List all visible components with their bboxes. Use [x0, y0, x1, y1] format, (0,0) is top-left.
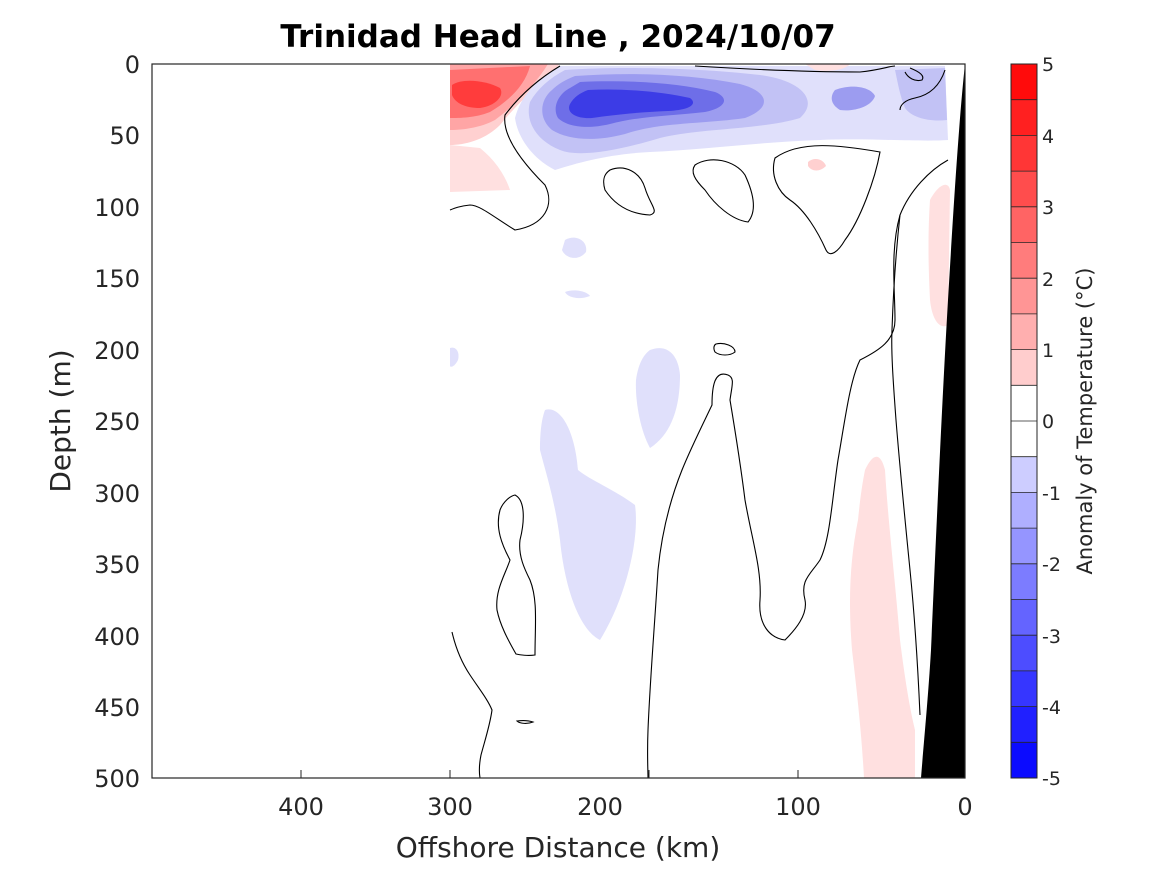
colorbar-label: Anomaly of Temperature (°C) — [1073, 268, 1097, 575]
colorbar-tick-label: 2 — [1042, 269, 1054, 291]
colorbar-tick-label: -1 — [1042, 483, 1061, 505]
colorbar-swatch — [1011, 492, 1037, 529]
colorbar-tick-label: 3 — [1042, 197, 1054, 219]
anomaly-field — [449, 64, 965, 778]
colorbar-tick-label: 4 — [1042, 126, 1054, 148]
y-axis: 0 50 100 150 200 250 300 350 400 450 500… — [44, 51, 140, 793]
colorbar-swatch — [1011, 456, 1037, 493]
y-tick-label: 100 — [94, 194, 140, 222]
colorbar-tick-label: 0 — [1042, 411, 1054, 433]
contour-line-3 — [904, 67, 924, 82]
colorbar-tick-label: -5 — [1042, 768, 1061, 790]
y-tick-label: 250 — [94, 408, 140, 436]
y-tick-label: 400 — [94, 623, 140, 651]
contour-line-1 — [449, 65, 561, 231]
contour-line-12 — [515, 720, 535, 724]
cold-region-5 — [569, 89, 694, 119]
warm-spot-1 — [805, 64, 850, 71]
cool-patch-3 — [450, 347, 459, 367]
y-tick-label: 300 — [94, 480, 140, 508]
colorbar-swatch — [1011, 242, 1037, 279]
x-tick-label: 300 — [427, 793, 473, 821]
colorbar-swatch — [1011, 135, 1037, 172]
warm-region-4 — [452, 80, 502, 108]
contour-line-9 — [713, 342, 736, 356]
colorbar-tick-label: -2 — [1042, 554, 1061, 576]
x-axis: 400 300 200 100 0 Offshore Distance (km) — [278, 770, 973, 864]
x-tick-label: 200 — [577, 793, 623, 821]
y-tick-label: 0 — [125, 51, 140, 79]
y-tick-label: 50 — [109, 122, 140, 150]
colorbar-tick-label: 1 — [1042, 340, 1054, 362]
contour-line-4 — [899, 69, 946, 111]
contour-line-11 — [451, 631, 493, 778]
cool-patch-2 — [565, 290, 590, 299]
colorbar-swatch — [1011, 171, 1037, 208]
warm-band-1 — [928, 184, 950, 327]
contour-line-6 — [692, 159, 754, 223]
colorbar-swatch — [1011, 313, 1037, 351]
colorbar-swatches — [1011, 64, 1037, 779]
colorbar: 5 4 3 2 1 0 -1 -2 -3 -4 -5 Anomaly of Te… — [1010, 54, 1097, 790]
x-tick-label: 0 — [957, 793, 972, 821]
colorbar-swatch — [1011, 64, 1037, 101]
colorbar-swatch — [1011, 99, 1037, 136]
cold-region-6 — [895, 68, 947, 121]
x-tick-label: 400 — [278, 793, 324, 821]
cool-patch-4 — [540, 409, 636, 640]
colorbar-swatch — [1011, 278, 1037, 315]
contour-line-7 — [772, 145, 881, 255]
colorbar-swatch — [1011, 206, 1037, 243]
y-tick-label: 500 — [94, 765, 140, 793]
colorbar-swatch — [1011, 385, 1037, 422]
warm-spot-2 — [808, 159, 826, 171]
contour-line-8 — [647, 159, 949, 778]
contour-line-2 — [694, 65, 896, 73]
colorbar-swatch — [1011, 349, 1037, 386]
warm-band-2 — [850, 456, 915, 778]
colorbar-swatch — [1011, 421, 1037, 458]
x-axis-label: Offshore Distance (km) — [396, 831, 721, 864]
colorbar-tick-label: -4 — [1042, 697, 1061, 719]
cold-region-7 — [831, 86, 875, 111]
colorbar-frame — [1010, 63, 1038, 779]
colorbar-swatch — [1011, 635, 1037, 672]
y-tick-label: 150 — [94, 265, 140, 293]
chart-title: Trinidad Head Line , 2024/10/07 — [280, 19, 835, 55]
x-tick-label: 100 — [775, 793, 821, 821]
contour-line-5 — [603, 167, 655, 216]
seafloor-mask — [921, 64, 965, 778]
colorbar-swatch — [1011, 670, 1037, 708]
colorbar-swatch — [1011, 706, 1037, 743]
y-tick-label: 350 — [94, 551, 140, 579]
y-tick-label: 200 — [94, 337, 140, 365]
y-axis-label: Depth (m) — [44, 349, 77, 492]
warm-region-1b — [450, 145, 510, 192]
axes-frame — [151, 63, 966, 779]
colorbar-swatch — [1011, 563, 1037, 600]
colorbar-tick-label: 5 — [1042, 54, 1054, 76]
colorbar-tick-label: -3 — [1042, 626, 1061, 648]
colorbar-swatch — [1011, 742, 1037, 779]
y-tick-label: 450 — [94, 694, 140, 722]
cool-patch-5 — [635, 348, 680, 448]
colorbar-swatch — [1011, 528, 1037, 565]
cool-patch-1 — [562, 237, 587, 258]
colorbar-swatch — [1011, 599, 1037, 636]
contour-line-10 — [496, 494, 537, 656]
contour-line-13 — [891, 214, 921, 716]
